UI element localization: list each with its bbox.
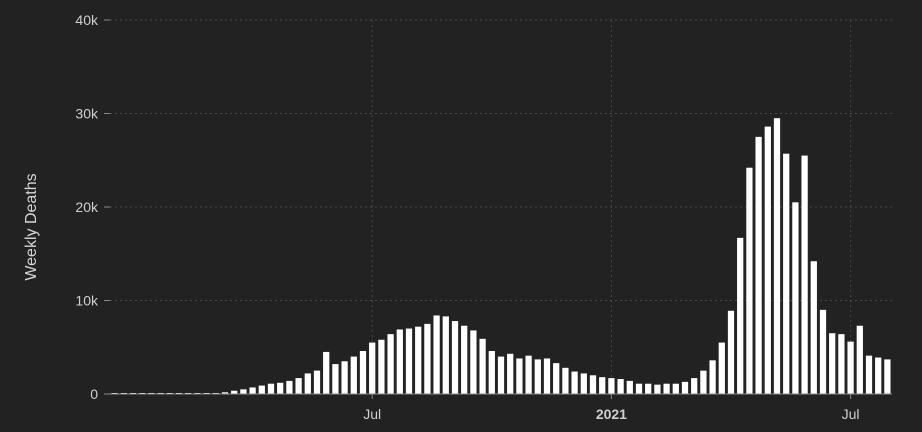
- bar: [709, 360, 716, 394]
- bar: [442, 316, 449, 394]
- bar: [249, 387, 256, 394]
- bar: [286, 380, 293, 394]
- bar: [635, 383, 643, 394]
- bar: [304, 373, 311, 394]
- bar: [884, 359, 891, 394]
- bar: [608, 378, 615, 394]
- bar: [295, 378, 302, 394]
- bar: [507, 353, 514, 394]
- bar: [277, 382, 284, 394]
- bar: [865, 355, 873, 394]
- bar: [396, 329, 403, 394]
- bar: [433, 315, 440, 394]
- bar: [829, 333, 836, 394]
- bar: [838, 334, 845, 394]
- bar: [313, 370, 321, 394]
- bar: [645, 383, 652, 394]
- bar: [654, 384, 661, 394]
- bar: [424, 323, 431, 394]
- bar: [323, 351, 330, 394]
- bar: [691, 378, 698, 394]
- bar: [856, 325, 863, 394]
- bar: [258, 385, 265, 394]
- x-tick-label: 2021: [596, 406, 627, 422]
- bar: [497, 356, 505, 394]
- bar: [534, 359, 541, 394]
- bar: [626, 380, 633, 394]
- bar: [231, 390, 238, 394]
- x-axis-ticks: Jul 2021 Jul: [363, 394, 860, 422]
- bar: [819, 309, 827, 394]
- bar: [378, 339, 385, 394]
- bar: [700, 370, 707, 394]
- bar: [746, 167, 753, 394]
- y-tick-label: 20k: [75, 199, 99, 215]
- bar: [783, 153, 790, 394]
- bar: [764, 126, 771, 394]
- bar: [470, 330, 477, 394]
- bar: [580, 373, 587, 394]
- bar: [801, 155, 808, 394]
- bar: [332, 364, 339, 394]
- bar: [553, 363, 560, 394]
- bar: [562, 367, 569, 394]
- chart-bars: [111, 118, 891, 395]
- bar: [359, 350, 367, 394]
- bar: [387, 334, 394, 394]
- bar: [617, 379, 624, 394]
- bar: [525, 355, 532, 394]
- x-tick-label: Jul: [842, 406, 860, 422]
- bar: [479, 338, 486, 394]
- bar: [369, 342, 376, 394]
- bar: [773, 118, 781, 395]
- bar: [681, 381, 689, 394]
- y-tick-label: 0: [90, 386, 98, 402]
- bar: [516, 358, 523, 394]
- y-tick-label: 10k: [75, 293, 99, 309]
- y-tick-label: 40k: [75, 12, 99, 28]
- bar: [810, 261, 817, 394]
- bar: [589, 375, 597, 394]
- x-tick-label: Jul: [363, 406, 381, 422]
- bar: [415, 326, 422, 394]
- bar: [737, 237, 744, 394]
- bar: [599, 377, 606, 394]
- bar: [488, 350, 495, 394]
- bar: [847, 341, 854, 394]
- bar: [350, 356, 357, 394]
- bar: [663, 383, 670, 394]
- bar: [461, 325, 468, 394]
- y-tick-label: 30k: [75, 106, 99, 122]
- bar: [405, 328, 413, 394]
- bar: [672, 383, 679, 394]
- bar: [875, 357, 882, 394]
- bar: [571, 371, 578, 394]
- bar: [221, 392, 229, 394]
- bar: [727, 310, 735, 394]
- bar: [543, 358, 551, 394]
- bar: [341, 361, 348, 394]
- bar: [267, 383, 275, 394]
- bar: [755, 136, 762, 394]
- bar: [451, 321, 459, 394]
- y-axis-title: Weekly Deaths: [23, 173, 40, 280]
- bar: [792, 202, 799, 394]
- y-axis-ticks: 0 10k 20k 30k 40k: [75, 12, 110, 402]
- bar: [240, 389, 247, 394]
- bar: [718, 342, 725, 394]
